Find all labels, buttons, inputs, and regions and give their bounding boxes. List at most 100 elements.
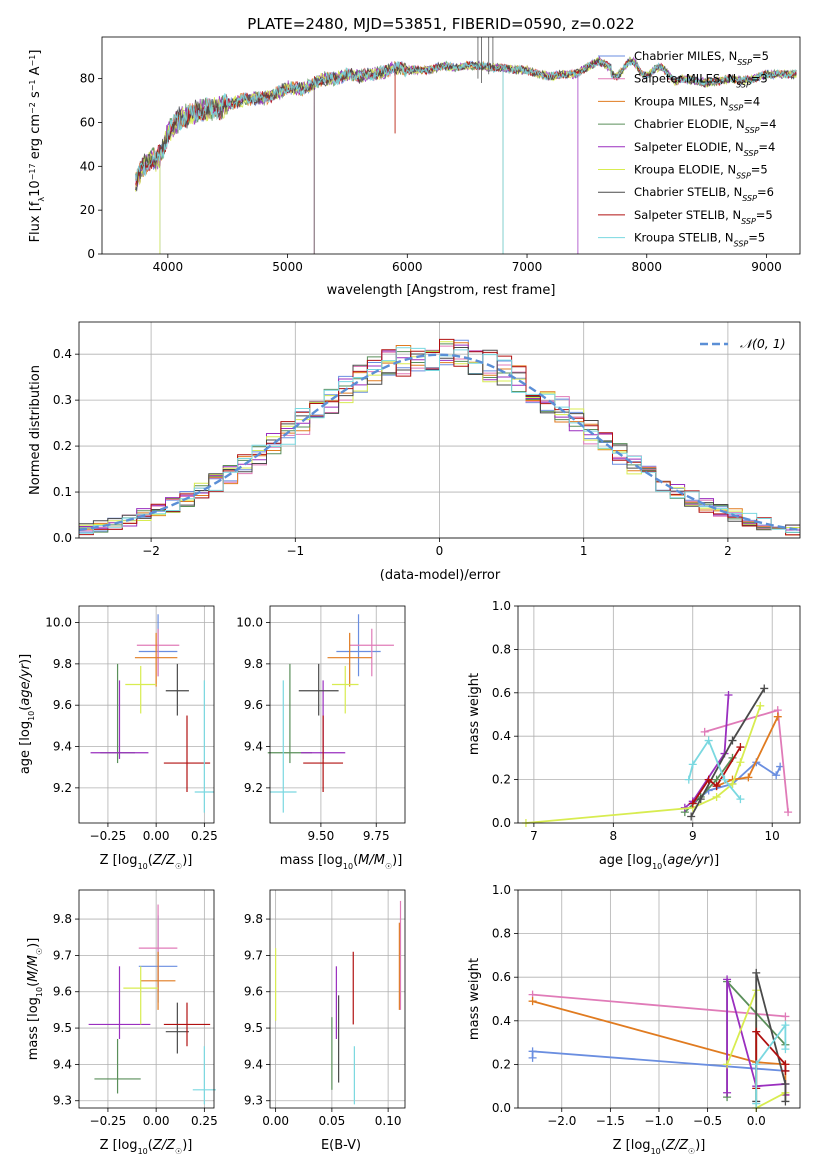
errorbar-kroupa-miles: [327, 632, 372, 687]
plus-marker: [696, 795, 705, 804]
spectrum-series-kroupa-elodie: [135, 55, 797, 254]
plus-marker: [704, 775, 713, 784]
label-part: )]: [182, 1138, 192, 1153]
plot-area: [528, 968, 790, 1112]
errorbar-kroupa-miles: [140, 951, 176, 1010]
errorbar-salpeter-stelib: [163, 715, 211, 792]
y-tick-label: 0.0: [492, 816, 511, 830]
label-part: SSP: [745, 126, 760, 135]
axes-frame: [269, 605, 406, 824]
weight-line: [692, 761, 781, 805]
label-part: Kroupa ELODIE, N: [634, 163, 736, 177]
x-tick-label: −1.0: [644, 1114, 673, 1128]
plus-marker: [781, 1066, 790, 1075]
y-tick-label: 9.4: [53, 1057, 72, 1071]
label-part: M/M: [358, 853, 385, 868]
y-tick-label: 9.7: [53, 948, 72, 962]
plus-marker: [756, 701, 765, 710]
x-tick-label: −1: [286, 544, 304, 558]
errorbar-kroupa-elodie: [123, 966, 159, 1025]
label-part: 10: [651, 1147, 661, 1156]
label-part: =3: [751, 72, 768, 86]
x-tick-label: 7: [530, 829, 538, 843]
x-tick-label: −0.5: [693, 1114, 722, 1128]
errorbar-kroupa-elodie: [125, 665, 157, 714]
label-part: erg cm: [28, 114, 43, 163]
y-tick-label: 9.6: [53, 985, 72, 999]
plus-marker: [752, 1099, 761, 1108]
weight-line: [690, 688, 766, 817]
label-part: Z/Z: [665, 1138, 689, 1153]
x-axis-label: Z [log10(Z/Z☉)]: [100, 853, 193, 871]
spectrum-series-chabrier-miles: [135, 56, 797, 254]
plus-marker: [760, 684, 769, 693]
errorbar-kroupa-stelib: [192, 1046, 216, 1105]
plus-marker: [688, 760, 697, 769]
label-part: Kroupa MILES, N: [634, 94, 729, 108]
errorbar-chabrier-elodie: [94, 1038, 141, 1094]
label-part: SSP: [742, 194, 757, 203]
label-part: SSP: [744, 148, 759, 157]
errorbar-salpeter-stelib: [303, 715, 344, 792]
x-tick-label: 8000: [631, 260, 662, 274]
label-part: age/yr: [18, 662, 33, 705]
y-tick-label: 9.8: [244, 657, 263, 671]
axes-weight_vs_Z: −2.0 −1.5 −1.0 −0.5 0.0 0.0 0.2 0.4 0.6 0.8 1.0 Z […: [467, 883, 801, 1156]
x-axis-label: E(B-V): [321, 1138, 361, 1153]
y-tick-label: 10.0: [236, 616, 263, 630]
y-tick-label: 0.1: [53, 485, 72, 499]
label-part: Salpeter STELIB, N: [634, 208, 741, 222]
plus-marker: [723, 1088, 732, 1097]
y-axis-label: mass [log10(M/M☉)]: [26, 938, 44, 1061]
label-part: Z [log: [100, 1138, 138, 1153]
spectrum-series-salpeter-miles: [135, 59, 797, 254]
plus-marker: [781, 1080, 790, 1089]
plus-marker: [752, 1027, 761, 1036]
spectrum-series-chabrier-elodie: [135, 56, 797, 254]
x-tick-label: 0.05: [319, 1114, 346, 1128]
label-part: Chabrier MILES, N: [634, 49, 737, 63]
plus-marker: [704, 736, 713, 745]
y-tick-label: 1.0: [492, 883, 511, 897]
plus-marker: [736, 743, 745, 752]
x-tick-label: −0.25: [90, 1114, 127, 1128]
x-tick-label: 0.0: [747, 1114, 766, 1128]
legend-label: Salpeter STELIB, NSSP=5: [634, 208, 773, 226]
spectrum-series-kroupa-stelib: [135, 59, 797, 254]
plus-marker: [528, 1047, 537, 1056]
y-tick-label: 9.5: [244, 1021, 263, 1035]
plus-marker: [781, 1012, 790, 1021]
weight-series-salpeter-stelib: [752, 1027, 790, 1093]
y-axis-label: Flux [fλ10−17 erg cm−2 s−1 A−1]: [28, 50, 46, 243]
label-part: λ: [37, 197, 46, 202]
y-tick-label: 9.8: [244, 912, 263, 926]
plus-marker: [684, 775, 693, 784]
weight-series-kroupa-stelib: [752, 1021, 790, 1108]
weight-series-salpeter-miles: [700, 706, 793, 817]
axes-mass_vs_Z: −0.25 0.00 0.259.39.49.59.69.79.8Z [log10(…: [26, 889, 218, 1156]
x-tick-label: 9.50: [308, 829, 335, 843]
errorbar-salpeter-elodie: [90, 680, 149, 759]
plus-marker: [744, 773, 753, 782]
label-part: (: [18, 706, 33, 711]
plus-marker: [724, 690, 733, 699]
x-tick-label: 9.75: [363, 829, 390, 843]
y-tick-label: 80: [80, 72, 95, 86]
y-tick-label: 0.4: [492, 729, 511, 743]
x-axis-label: (data-model)/error: [380, 568, 501, 583]
x-tick-label: 9: [689, 829, 697, 843]
label-part: 10: [138, 1147, 148, 1156]
label-part: (: [662, 853, 667, 868]
y-tick-label: 0.8: [492, 642, 511, 656]
label-part: (: [148, 1138, 153, 1153]
x-tick-label: 0.25: [191, 829, 218, 843]
x-axis-label: wavelength [Angstrom, rest frame]: [327, 283, 556, 298]
x-tick-label: 8: [610, 829, 618, 843]
spectrum-series-chabrier-stelib: [135, 57, 797, 254]
label-part: Kroupa STELIB, N: [634, 231, 734, 245]
y-tick-label: 9.2: [53, 781, 72, 795]
plot-area: [521, 684, 793, 827]
y-tick-label: 0.3: [53, 393, 72, 407]
